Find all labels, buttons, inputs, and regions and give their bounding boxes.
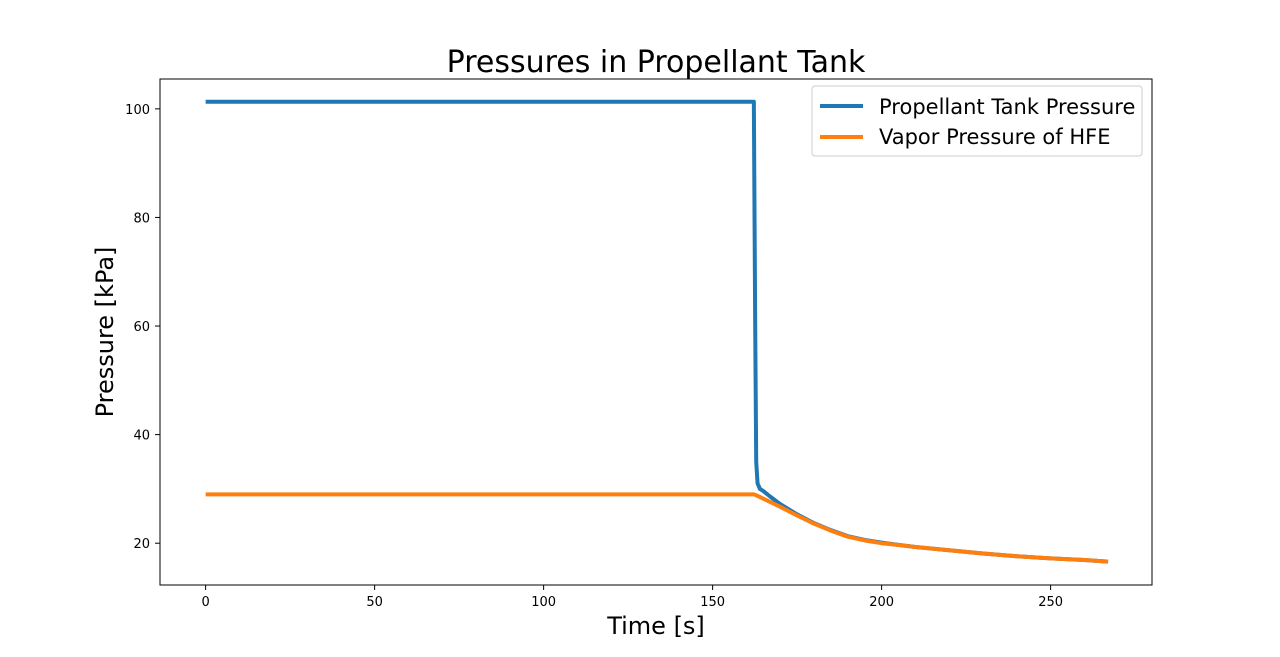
y-tick-label: 60	[133, 320, 150, 335]
y-tick-label: 20	[133, 537, 150, 552]
x-tick-label: 250	[1038, 595, 1063, 610]
legend-label-propellant-tank-pressure: Propellant Tank Pressure	[879, 95, 1135, 119]
y-axis-label: Pressure [kPa]	[91, 247, 119, 418]
plot-area	[159, 78, 1153, 586]
x-tick-label: 50	[366, 595, 383, 610]
x-axis: 0 50 100 150 200 250	[201, 585, 1063, 610]
y-tick-label: 80	[133, 211, 150, 226]
legend: Propellant Tank Pressure Vapor Pressure …	[811, 85, 1143, 157]
legend-label-vapor-pressure-hfe: Vapor Pressure of HFE	[879, 125, 1111, 149]
series-line-vapor-pressure-of-hfe	[205, 492, 1109, 564]
y-axis: 20 40 60 80 100	[125, 103, 160, 552]
x-tick-label: 0	[201, 595, 209, 610]
chart-title: Pressures in Propellant Tank	[447, 45, 866, 80]
y-tick-label: 100	[125, 103, 150, 118]
x-tick-label: 200	[869, 595, 894, 610]
y-tick-label: 40	[133, 429, 150, 444]
x-tick-label: 150	[700, 595, 725, 610]
legend-box	[811, 85, 1143, 157]
series-lines	[205, 99, 1109, 564]
x-tick-label: 100	[531, 595, 556, 610]
x-axis-label: Time [s]	[606, 612, 705, 640]
